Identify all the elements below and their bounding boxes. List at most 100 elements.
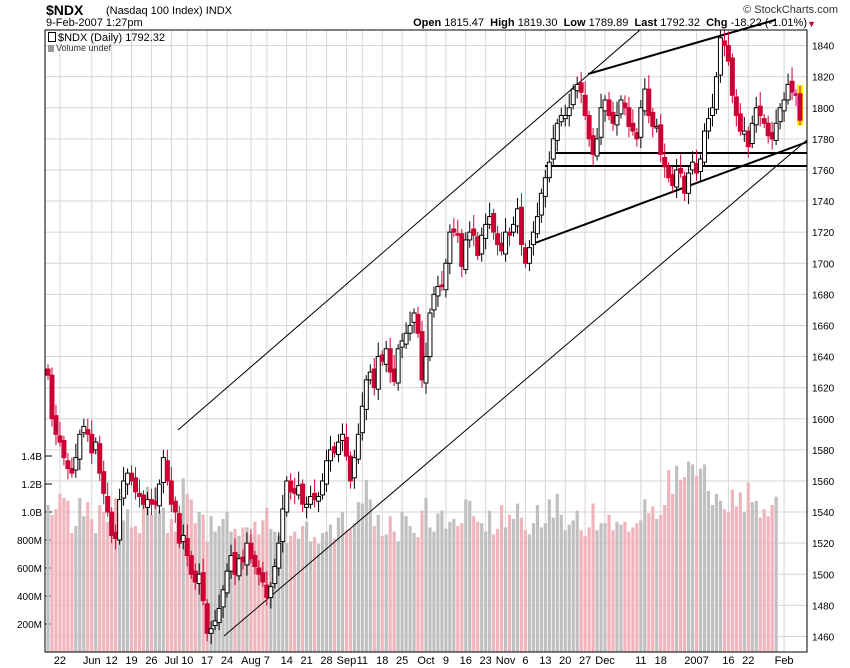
- candle-body: [550, 138, 556, 160]
- volume-bar: [710, 505, 715, 652]
- candle-body: [133, 477, 139, 493]
- volume-bar: [364, 479, 368, 652]
- candle-body: [180, 534, 186, 543]
- candlestick: [284, 476, 290, 517]
- triangle-down-icon: ▼: [807, 19, 816, 29]
- candlestick: [379, 350, 385, 366]
- candlestick: [741, 117, 747, 142]
- candlestick: [499, 232, 505, 256]
- candle-body: [292, 488, 298, 494]
- price-tick-label: 1580: [812, 446, 835, 457]
- volume-tick-label: 1.2B: [21, 480, 42, 491]
- volume-bar: [643, 499, 647, 652]
- price-tick-label: 1560: [812, 477, 835, 488]
- candle-body: [268, 586, 274, 599]
- volume-bar: [603, 523, 607, 652]
- volume-bar: [639, 520, 643, 652]
- candlestick: [200, 558, 206, 606]
- candle-body: [761, 118, 767, 124]
- volume-legend-icon: [48, 45, 54, 52]
- time-tick-label: 2007: [684, 655, 708, 667]
- candle-body: [200, 572, 206, 602]
- time-tick-label: 18: [655, 655, 667, 667]
- volume-bar: [118, 505, 122, 652]
- volume-bar: [281, 528, 285, 652]
- candle-body: [97, 443, 103, 474]
- candle-body: [288, 480, 294, 493]
- candle-body: [264, 584, 270, 599]
- volume-bar: [476, 521, 480, 652]
- candle-body: [403, 332, 409, 345]
- candlestick: [674, 159, 680, 198]
- candlestick: [81, 418, 87, 438]
- price-tick-label: 1520: [812, 539, 835, 550]
- volume-bar: [667, 470, 671, 652]
- candlestick: [705, 107, 711, 139]
- chg-value: -18.22 (-1.01%): [730, 17, 807, 29]
- candle-body: [522, 247, 528, 264]
- volume-bar: [74, 526, 78, 652]
- candlestick: [220, 585, 226, 618]
- axis-labels: 1460148015001520154015601580160016201640…: [17, 42, 835, 667]
- candle-body: [574, 83, 580, 92]
- candle-body: [518, 206, 524, 246]
- candlesticks: [45, 30, 803, 645]
- time-tick-label: 16: [722, 655, 734, 667]
- volume-bar: [114, 498, 118, 652]
- price-tick-label: 1740: [812, 197, 835, 208]
- candle-body: [164, 460, 170, 482]
- price-tick-label: 1720: [812, 228, 835, 239]
- price-tick-label: 1460: [812, 632, 835, 643]
- candle-body: [562, 115, 568, 120]
- candle-body: [415, 314, 421, 334]
- candle-body: [69, 468, 75, 474]
- volume-bar: [726, 512, 730, 652]
- volume-bar: [738, 492, 742, 652]
- candle-body: [686, 172, 692, 194]
- candle-body: [45, 368, 51, 376]
- volume-bar: [110, 513, 114, 652]
- time-tick-label: 11: [635, 655, 646, 667]
- volume-bar: [687, 461, 691, 652]
- candle-body: [248, 542, 254, 560]
- volume-bar: [659, 514, 663, 652]
- candle-body: [113, 531, 119, 539]
- candle-body: [308, 496, 314, 505]
- candlestick: [717, 30, 723, 83]
- candlestick: [415, 306, 421, 338]
- volume-bar: [627, 531, 631, 652]
- candle-body: [558, 115, 564, 123]
- candlestick: [85, 418, 91, 443]
- volume-bar: [774, 496, 778, 652]
- volume-bar: [440, 510, 444, 652]
- price-tick-label: 1800: [812, 104, 835, 115]
- volume-bar: [750, 502, 754, 652]
- candle-body: [216, 607, 222, 623]
- candlestick: [359, 392, 365, 441]
- candle-body: [757, 105, 763, 117]
- candlestick: [391, 354, 397, 387]
- volume-bar: [277, 535, 281, 652]
- candle-body: [427, 312, 433, 358]
- candle-body: [777, 107, 783, 123]
- candlestick: [73, 443, 79, 478]
- volume-bar: [452, 519, 456, 652]
- time-tick-label: Feb: [775, 655, 794, 667]
- candlestick: [578, 71, 584, 104]
- candlestick: [403, 322, 409, 349]
- candle-body: [375, 356, 381, 390]
- candlestick: [761, 113, 767, 128]
- price-tick-label: 1760: [812, 166, 835, 177]
- candlestick: [188, 550, 194, 579]
- candle-body: [586, 115, 592, 140]
- candlestick: [622, 95, 628, 116]
- volume-bar: [523, 530, 528, 652]
- volume-bar: [722, 509, 726, 652]
- volume-bar: [543, 523, 547, 652]
- candle-body: [355, 433, 361, 460]
- price-tick-label: 1500: [812, 570, 835, 581]
- candle-body: [769, 132, 775, 140]
- candlestick: [467, 221, 473, 248]
- candlestick: [343, 423, 349, 461]
- candle-body: [435, 286, 441, 297]
